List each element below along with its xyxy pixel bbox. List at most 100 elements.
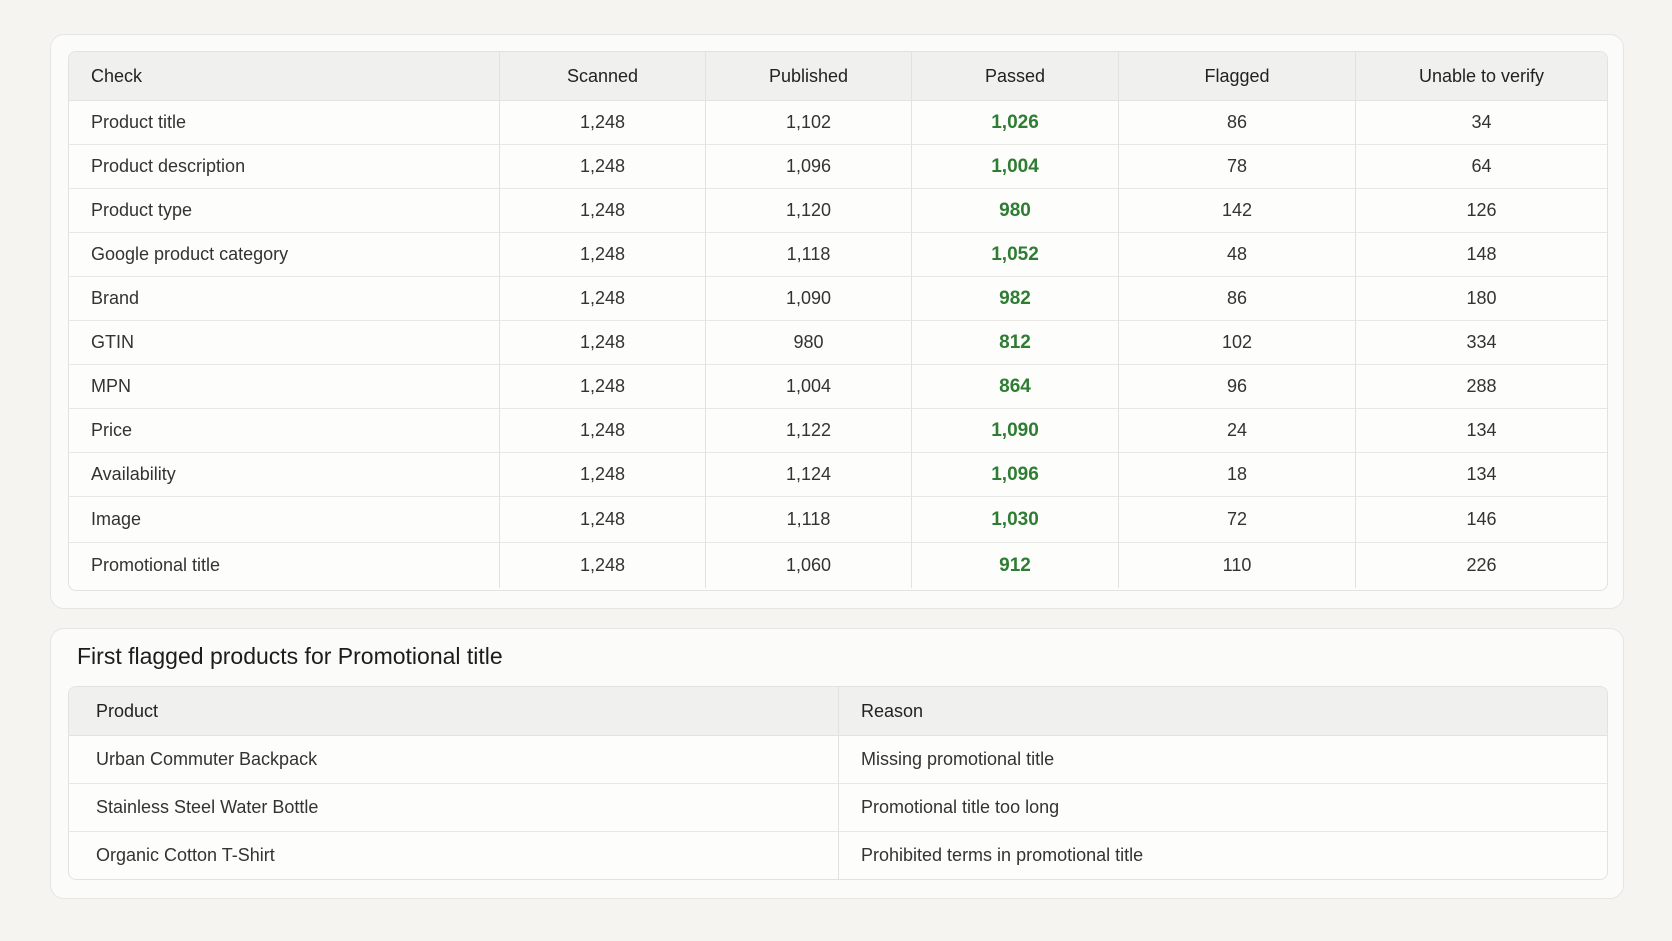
cell-unable: 134 bbox=[1355, 409, 1607, 453]
table-row[interactable]: Organic Cotton T-Shirt Prohibited terms i… bbox=[69, 832, 1607, 879]
cell-passed: 864 bbox=[911, 365, 1118, 409]
table-row[interactable]: Image 1,248 1,118 1,030 72 146 bbox=[69, 497, 1607, 543]
cell-scanned: 1,248 bbox=[499, 101, 705, 145]
table-row[interactable]: MPN 1,248 1,004 864 96 288 bbox=[69, 365, 1607, 409]
table-header-row: Check Scanned Published Passed Flagged U… bbox=[69, 52, 1607, 101]
cell-reason: Promotional title too long bbox=[838, 784, 1607, 832]
cell-check: Price bbox=[69, 409, 499, 453]
cell-passed: 812 bbox=[911, 321, 1118, 365]
column-header-published[interactable]: Published bbox=[705, 52, 911, 101]
cell-unable: 34 bbox=[1355, 101, 1607, 145]
cell-published: 1,060 bbox=[705, 543, 911, 588]
cell-flagged: 72 bbox=[1118, 497, 1355, 543]
cell-product: Stainless Steel Water Bottle bbox=[69, 784, 838, 832]
cell-product: Urban Commuter Backpack bbox=[69, 736, 838, 784]
cell-scanned: 1,248 bbox=[499, 543, 705, 588]
cell-scanned: 1,248 bbox=[499, 321, 705, 365]
cell-flagged: 18 bbox=[1118, 453, 1355, 497]
cell-flagged: 102 bbox=[1118, 321, 1355, 365]
column-header-check[interactable]: Check bbox=[69, 52, 499, 101]
cell-published: 1,090 bbox=[705, 277, 911, 321]
cell-scanned: 1,248 bbox=[499, 409, 705, 453]
cell-passed: 1,004 bbox=[911, 145, 1118, 189]
checks-summary-card: Check Scanned Published Passed Flagged U… bbox=[50, 34, 1624, 609]
cell-published: 1,096 bbox=[705, 145, 911, 189]
cell-flagged: 24 bbox=[1118, 409, 1355, 453]
cell-check: Image bbox=[69, 497, 499, 543]
cell-flagged: 110 bbox=[1118, 543, 1355, 588]
cell-scanned: 1,248 bbox=[499, 145, 705, 189]
cell-passed: 1,026 bbox=[911, 101, 1118, 145]
cell-check: MPN bbox=[69, 365, 499, 409]
cell-flagged: 86 bbox=[1118, 277, 1355, 321]
flagged-products-table: Product Reason Urban Commuter Backpack Mi… bbox=[69, 687, 1607, 879]
cell-unable: 134 bbox=[1355, 453, 1607, 497]
cell-published: 1,118 bbox=[705, 233, 911, 277]
table-row[interactable]: GTIN 1,248 980 812 102 334 bbox=[69, 321, 1607, 365]
cell-unable: 334 bbox=[1355, 321, 1607, 365]
column-header-scanned[interactable]: Scanned bbox=[499, 52, 705, 101]
table-row[interactable]: Price 1,248 1,122 1,090 24 134 bbox=[69, 409, 1607, 453]
table-row[interactable]: Product type 1,248 1,120 980 142 126 bbox=[69, 189, 1607, 233]
cell-published: 1,124 bbox=[705, 453, 911, 497]
cell-flagged: 48 bbox=[1118, 233, 1355, 277]
table-row[interactable]: Product description 1,248 1,096 1,004 78 64 bbox=[69, 145, 1607, 189]
cell-scanned: 1,248 bbox=[499, 233, 705, 277]
cell-published: 1,102 bbox=[705, 101, 911, 145]
cell-unable: 288 bbox=[1355, 365, 1607, 409]
cell-published: 1,118 bbox=[705, 497, 911, 543]
cell-unable: 64 bbox=[1355, 145, 1607, 189]
column-header-reason[interactable]: Reason bbox=[838, 687, 1607, 736]
cell-unable: 148 bbox=[1355, 233, 1607, 277]
cell-scanned: 1,248 bbox=[499, 497, 705, 543]
cell-passed: 1,090 bbox=[911, 409, 1118, 453]
cell-unable: 180 bbox=[1355, 277, 1607, 321]
cell-published: 1,120 bbox=[705, 189, 911, 233]
cell-check: Brand bbox=[69, 277, 499, 321]
cell-unable: 126 bbox=[1355, 189, 1607, 233]
cell-scanned: 1,248 bbox=[499, 365, 705, 409]
table-row[interactable]: Stainless Steel Water Bottle Promotional … bbox=[69, 784, 1607, 832]
table-row[interactable]: Urban Commuter Backpack Missing promotion… bbox=[69, 736, 1607, 784]
cell-published: 980 bbox=[705, 321, 911, 365]
cell-passed: 1,030 bbox=[911, 497, 1118, 543]
cell-published: 1,004 bbox=[705, 365, 911, 409]
cell-passed: 1,052 bbox=[911, 233, 1118, 277]
cell-check: Product type bbox=[69, 189, 499, 233]
column-header-flagged[interactable]: Flagged bbox=[1118, 52, 1355, 101]
cell-reason: Prohibited terms in promotional title bbox=[838, 832, 1607, 879]
cell-scanned: 1,248 bbox=[499, 277, 705, 321]
cell-product: Organic Cotton T-Shirt bbox=[96, 845, 275, 865]
table-row[interactable]: Promotional title 1,248 1,060 912 110 226 bbox=[69, 543, 1607, 588]
cell-check: Availability bbox=[69, 453, 499, 497]
cell-flagged: 96 bbox=[1118, 365, 1355, 409]
cell-passed: 912 bbox=[911, 543, 1118, 588]
table-row[interactable]: Product title 1,248 1,102 1,026 86 34 bbox=[69, 101, 1607, 145]
flagged-products-table-frame: Product Reason Urban Commuter Backpack Mi… bbox=[68, 686, 1608, 880]
cell-check: Product description bbox=[69, 145, 499, 189]
column-header-unable-to-verify[interactable]: Unable to verify bbox=[1355, 52, 1607, 101]
cell-passed: 980 bbox=[911, 189, 1118, 233]
table-row[interactable]: Availability 1,248 1,124 1,096 18 134 bbox=[69, 453, 1607, 497]
cell-check: Google product category bbox=[69, 233, 499, 277]
cell-passed: 982 bbox=[911, 277, 1118, 321]
table-header-row: Product Reason bbox=[69, 687, 1607, 736]
flagged-products-card: First flagged products for Promotional t… bbox=[50, 628, 1624, 899]
column-header-product[interactable]: Product bbox=[69, 687, 838, 736]
cell-check: GTIN bbox=[69, 321, 499, 365]
cell-unable: 146 bbox=[1355, 497, 1607, 543]
column-header-passed[interactable]: Passed bbox=[911, 52, 1118, 101]
cell-reason: Missing promotional title bbox=[838, 736, 1607, 784]
cell-published: 1,122 bbox=[705, 409, 911, 453]
cell-scanned: 1,248 bbox=[499, 189, 705, 233]
cell-flagged: 142 bbox=[1118, 189, 1355, 233]
table-row[interactable]: Brand 1,248 1,090 982 86 180 bbox=[69, 277, 1607, 321]
checks-summary-table-frame: Check Scanned Published Passed Flagged U… bbox=[68, 51, 1608, 591]
cell-check: Product title bbox=[69, 101, 499, 145]
cell-scanned: 1,248 bbox=[499, 453, 705, 497]
cell-check: Promotional title bbox=[91, 555, 221, 575]
cell-unable: 226 bbox=[1355, 543, 1607, 588]
cell-flagged: 86 bbox=[1118, 101, 1355, 145]
section-title: First flagged products for Promotional t… bbox=[77, 643, 503, 669]
table-row[interactable]: Google product category 1,248 1,118 1,052 48… bbox=[69, 233, 1607, 277]
